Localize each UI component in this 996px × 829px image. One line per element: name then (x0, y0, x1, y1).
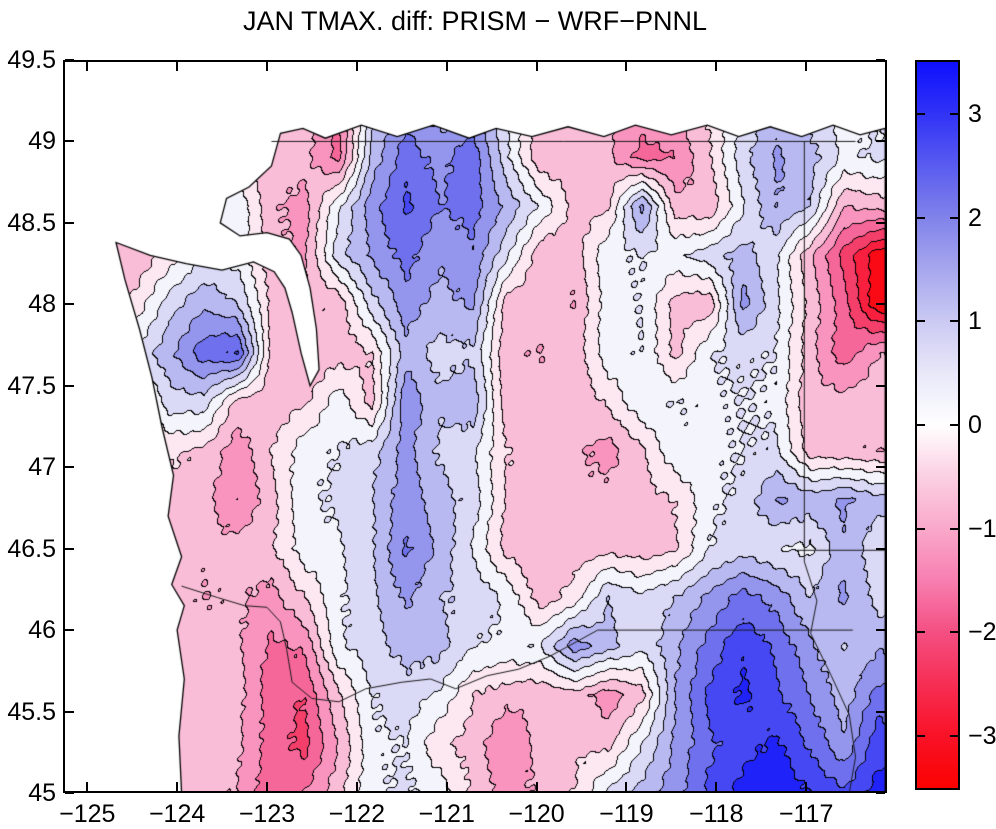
x-tick-mark (355, 782, 358, 791)
y-tick-mark (876, 59, 885, 61)
x-tick-mark (445, 782, 448, 791)
colorbar-tick-label: −1 (968, 514, 996, 543)
colorbar-tick-mark (917, 112, 925, 115)
y-tick-label: 47.5 (7, 371, 56, 400)
y-tick-label: 46 (28, 616, 56, 645)
x-tick-mark (86, 782, 89, 791)
colorbar-tick-mark (950, 424, 958, 426)
y-tick-label: 46.5 (7, 534, 56, 563)
x-tick-mark (445, 62, 448, 71)
y-tick-mark (876, 792, 885, 794)
x-tick-mark (535, 782, 538, 791)
x-tick-mark (265, 782, 268, 791)
y-tick-mark (876, 384, 885, 387)
x-tick-mark (715, 782, 718, 791)
colorbar-tick-mark (950, 631, 958, 634)
y-tick-mark (876, 140, 885, 143)
x-tick-mark (176, 62, 179, 71)
y-tick-mark (65, 384, 74, 387)
colorbar-tick-mark (950, 216, 958, 219)
x-tick-label: −119 (599, 800, 654, 828)
colorbar-tick-label: 2 (968, 203, 982, 232)
x-tick-label: −117 (778, 800, 834, 828)
y-tick-mark (876, 547, 885, 550)
colorbar-tick-mark (950, 527, 958, 530)
colorbar-tick-mark (917, 320, 925, 323)
x-tick-mark (86, 62, 89, 71)
colorbar-tick-mark (950, 735, 958, 738)
plot-title: JAN TMAX. diff: PRISM − WRF−PNNL (242, 6, 708, 36)
x-tick-mark (715, 62, 718, 71)
y-tick-mark (65, 303, 74, 306)
y-tick-label: 48 (28, 290, 56, 319)
y-tick-label: 48.5 (7, 208, 56, 237)
x-tick-label: −118 (689, 800, 744, 828)
y-tick-mark (65, 466, 74, 469)
y-tick-mark (65, 710, 74, 713)
x-tick-mark (265, 62, 268, 71)
y-tick-mark (65, 792, 74, 794)
y-tick-mark (65, 221, 74, 224)
x-tick-mark (805, 782, 808, 791)
colorbar-tick-label: 1 (968, 307, 982, 336)
x-tick-label: −120 (508, 800, 565, 828)
colorbar-tick-mark (917, 424, 925, 426)
y-tick-mark (876, 221, 885, 224)
y-tick-mark (65, 140, 74, 143)
x-tick-label: −125 (59, 800, 116, 828)
y-tick-label: 49 (28, 127, 56, 156)
contour-map-canvas (63, 60, 887, 793)
y-tick-mark (876, 303, 885, 306)
x-tick-mark (535, 62, 538, 71)
x-tick-mark (625, 62, 628, 71)
x-tick-mark (355, 62, 358, 71)
colorbar-tick-label: −2 (968, 618, 996, 647)
colorbar-tick-mark (950, 112, 958, 115)
colorbar-tick-mark (917, 631, 925, 634)
x-tick-mark (805, 62, 808, 71)
y-tick-label: 45.5 (7, 697, 56, 726)
colorbar-tick-mark (950, 320, 958, 323)
x-tick-label: −122 (328, 800, 385, 828)
y-tick-mark (65, 59, 74, 61)
colorbar-tick-label: 0 (968, 411, 982, 439)
y-tick-label: 45 (28, 779, 56, 807)
x-tick-label: −123 (238, 800, 296, 828)
y-tick-label: 49.5 (7, 46, 56, 74)
colorbar-tick-mark (917, 735, 925, 738)
y-tick-mark (65, 547, 74, 550)
colorbar-tick-mark (917, 216, 925, 219)
y-tick-mark (876, 710, 885, 713)
x-tick-mark (625, 782, 628, 791)
colorbar-tick-label: −3 (968, 722, 996, 751)
x-tick-mark (176, 782, 179, 791)
x-tick-label: −121 (418, 800, 475, 828)
y-tick-mark (876, 629, 885, 632)
y-tick-mark (876, 466, 885, 469)
y-tick-label: 47 (28, 453, 56, 482)
colorbar-tick-mark (917, 527, 925, 530)
y-tick-mark (65, 629, 74, 632)
colorbar-tick-label: 3 (968, 99, 982, 128)
x-tick-label: −124 (148, 800, 206, 828)
